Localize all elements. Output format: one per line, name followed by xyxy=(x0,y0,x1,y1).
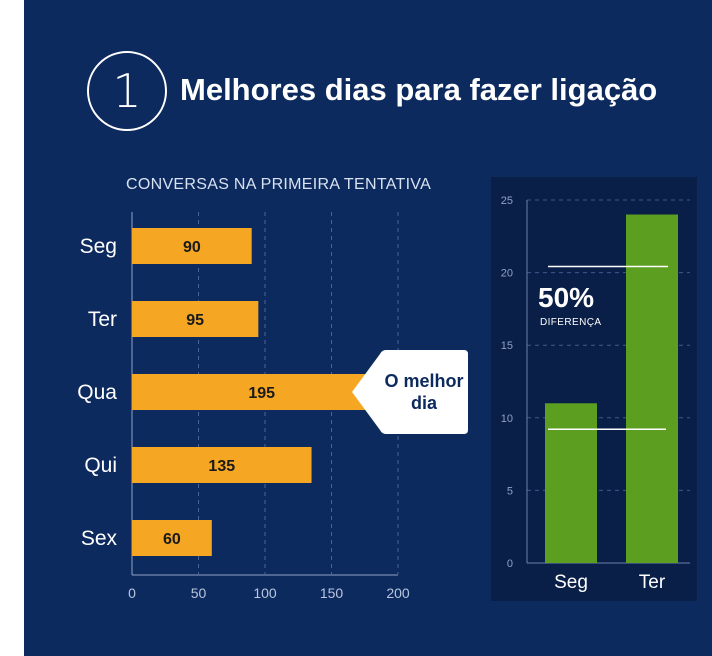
y-tick-label: 0 xyxy=(507,558,513,570)
callout-line-2: dia xyxy=(410,393,437,413)
bar-value-label: 135 xyxy=(208,458,235,475)
callout-line-1: O melhor xyxy=(384,371,464,391)
category-label: Seg xyxy=(80,235,117,258)
difference-label: DIFERENÇA xyxy=(540,317,602,328)
x-tick-label: 0 xyxy=(128,585,136,601)
bar-sex xyxy=(132,520,212,556)
y-tick-label: 10 xyxy=(501,413,513,425)
y-tick-label: 20 xyxy=(501,268,513,280)
inset-bar-ter xyxy=(626,214,678,563)
y-tick-label: 5 xyxy=(507,485,513,497)
inset-category-label: Ter xyxy=(639,572,666,593)
inset-bar-seg xyxy=(545,403,597,563)
chart-title: CONVERSAS NA PRIMEIRA TENTATIVA xyxy=(126,176,432,193)
bar-qui xyxy=(132,447,312,483)
callout-shape xyxy=(352,350,468,434)
x-tick-label: 50 xyxy=(191,585,207,601)
category-label: Sex xyxy=(81,527,118,550)
bar-value-label: 195 xyxy=(248,385,275,402)
bar-value-label: 60 xyxy=(163,531,181,548)
bar-value-label: 95 xyxy=(186,312,204,329)
y-tick-label: 15 xyxy=(501,340,513,352)
y-tick-label: 25 xyxy=(501,195,513,207)
bar-ter xyxy=(132,301,259,337)
bar-qua xyxy=(132,374,392,410)
category-label: Ter xyxy=(88,308,117,331)
bar-seg xyxy=(132,228,252,264)
x-tick-label: 100 xyxy=(253,585,277,601)
category-label: Qui xyxy=(84,454,117,477)
x-tick-label: 150 xyxy=(320,585,344,601)
bar-value-label: 90 xyxy=(183,239,201,256)
x-tick-label: 200 xyxy=(386,585,410,601)
page-title: Melhores dias para fazer ligação xyxy=(180,72,658,107)
step-number-badge: 1 xyxy=(87,51,167,131)
category-label: Qua xyxy=(77,381,117,404)
difference-percent: 50% xyxy=(538,282,595,313)
inset-category-label: Seg xyxy=(554,572,588,593)
best-day-callout: O melhor dia xyxy=(380,351,468,433)
